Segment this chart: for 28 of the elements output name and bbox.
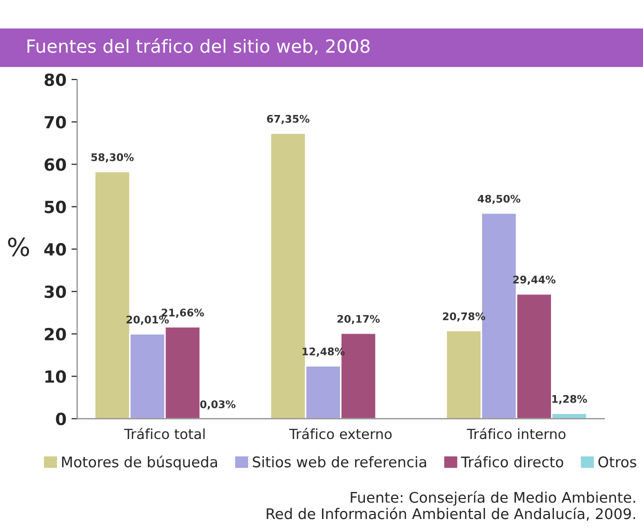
y-tick-label: 20: [44, 328, 66, 340]
x-tick-label: Tráfico total: [124, 428, 205, 440]
data-label: 0,03%: [200, 400, 236, 410]
y-tick-label: 70: [44, 116, 66, 128]
x-tick-label: Tráfico externo: [289, 428, 392, 440]
legend-label: Otros: [598, 456, 636, 468]
y-tick-label: 30: [44, 285, 66, 298]
data-label: 58,30%: [91, 153, 134, 162]
y-tick-label: 60: [44, 158, 66, 171]
chart-title: Fuentes del tráfico del sitio web, 2008: [27, 38, 370, 55]
data-label: 21,66%: [162, 308, 204, 318]
source-note: Fuente: Consejería de Medio Ambiente. Red de Información Ambiental de Andalucía, 2009.: [266, 491, 635, 521]
y-axis-title: %: [8, 237, 30, 256]
data-label: 20,17%: [337, 314, 380, 324]
y-tick-label: 50: [44, 200, 66, 214]
x-tick-label: Tráfico interno: [466, 428, 566, 440]
y-tick-label: 40: [44, 243, 66, 256]
y-tick-label: 0: [56, 412, 66, 426]
y-tick-label: 10: [45, 370, 66, 383]
data-label: 67,35%: [267, 114, 310, 124]
data-label: 1,28%: [552, 395, 588, 404]
legend-label: Sitios web de referencia: [252, 456, 426, 468]
data-label: 29,44%: [513, 276, 556, 285]
y-tick-label: 80: [44, 73, 66, 86]
legend-label: Motores de búsqueda: [62, 456, 218, 470]
data-label: 48,50%: [478, 194, 520, 204]
data-label: 20,78%: [442, 312, 486, 322]
legend-label: Tráfico directo: [460, 456, 564, 468]
